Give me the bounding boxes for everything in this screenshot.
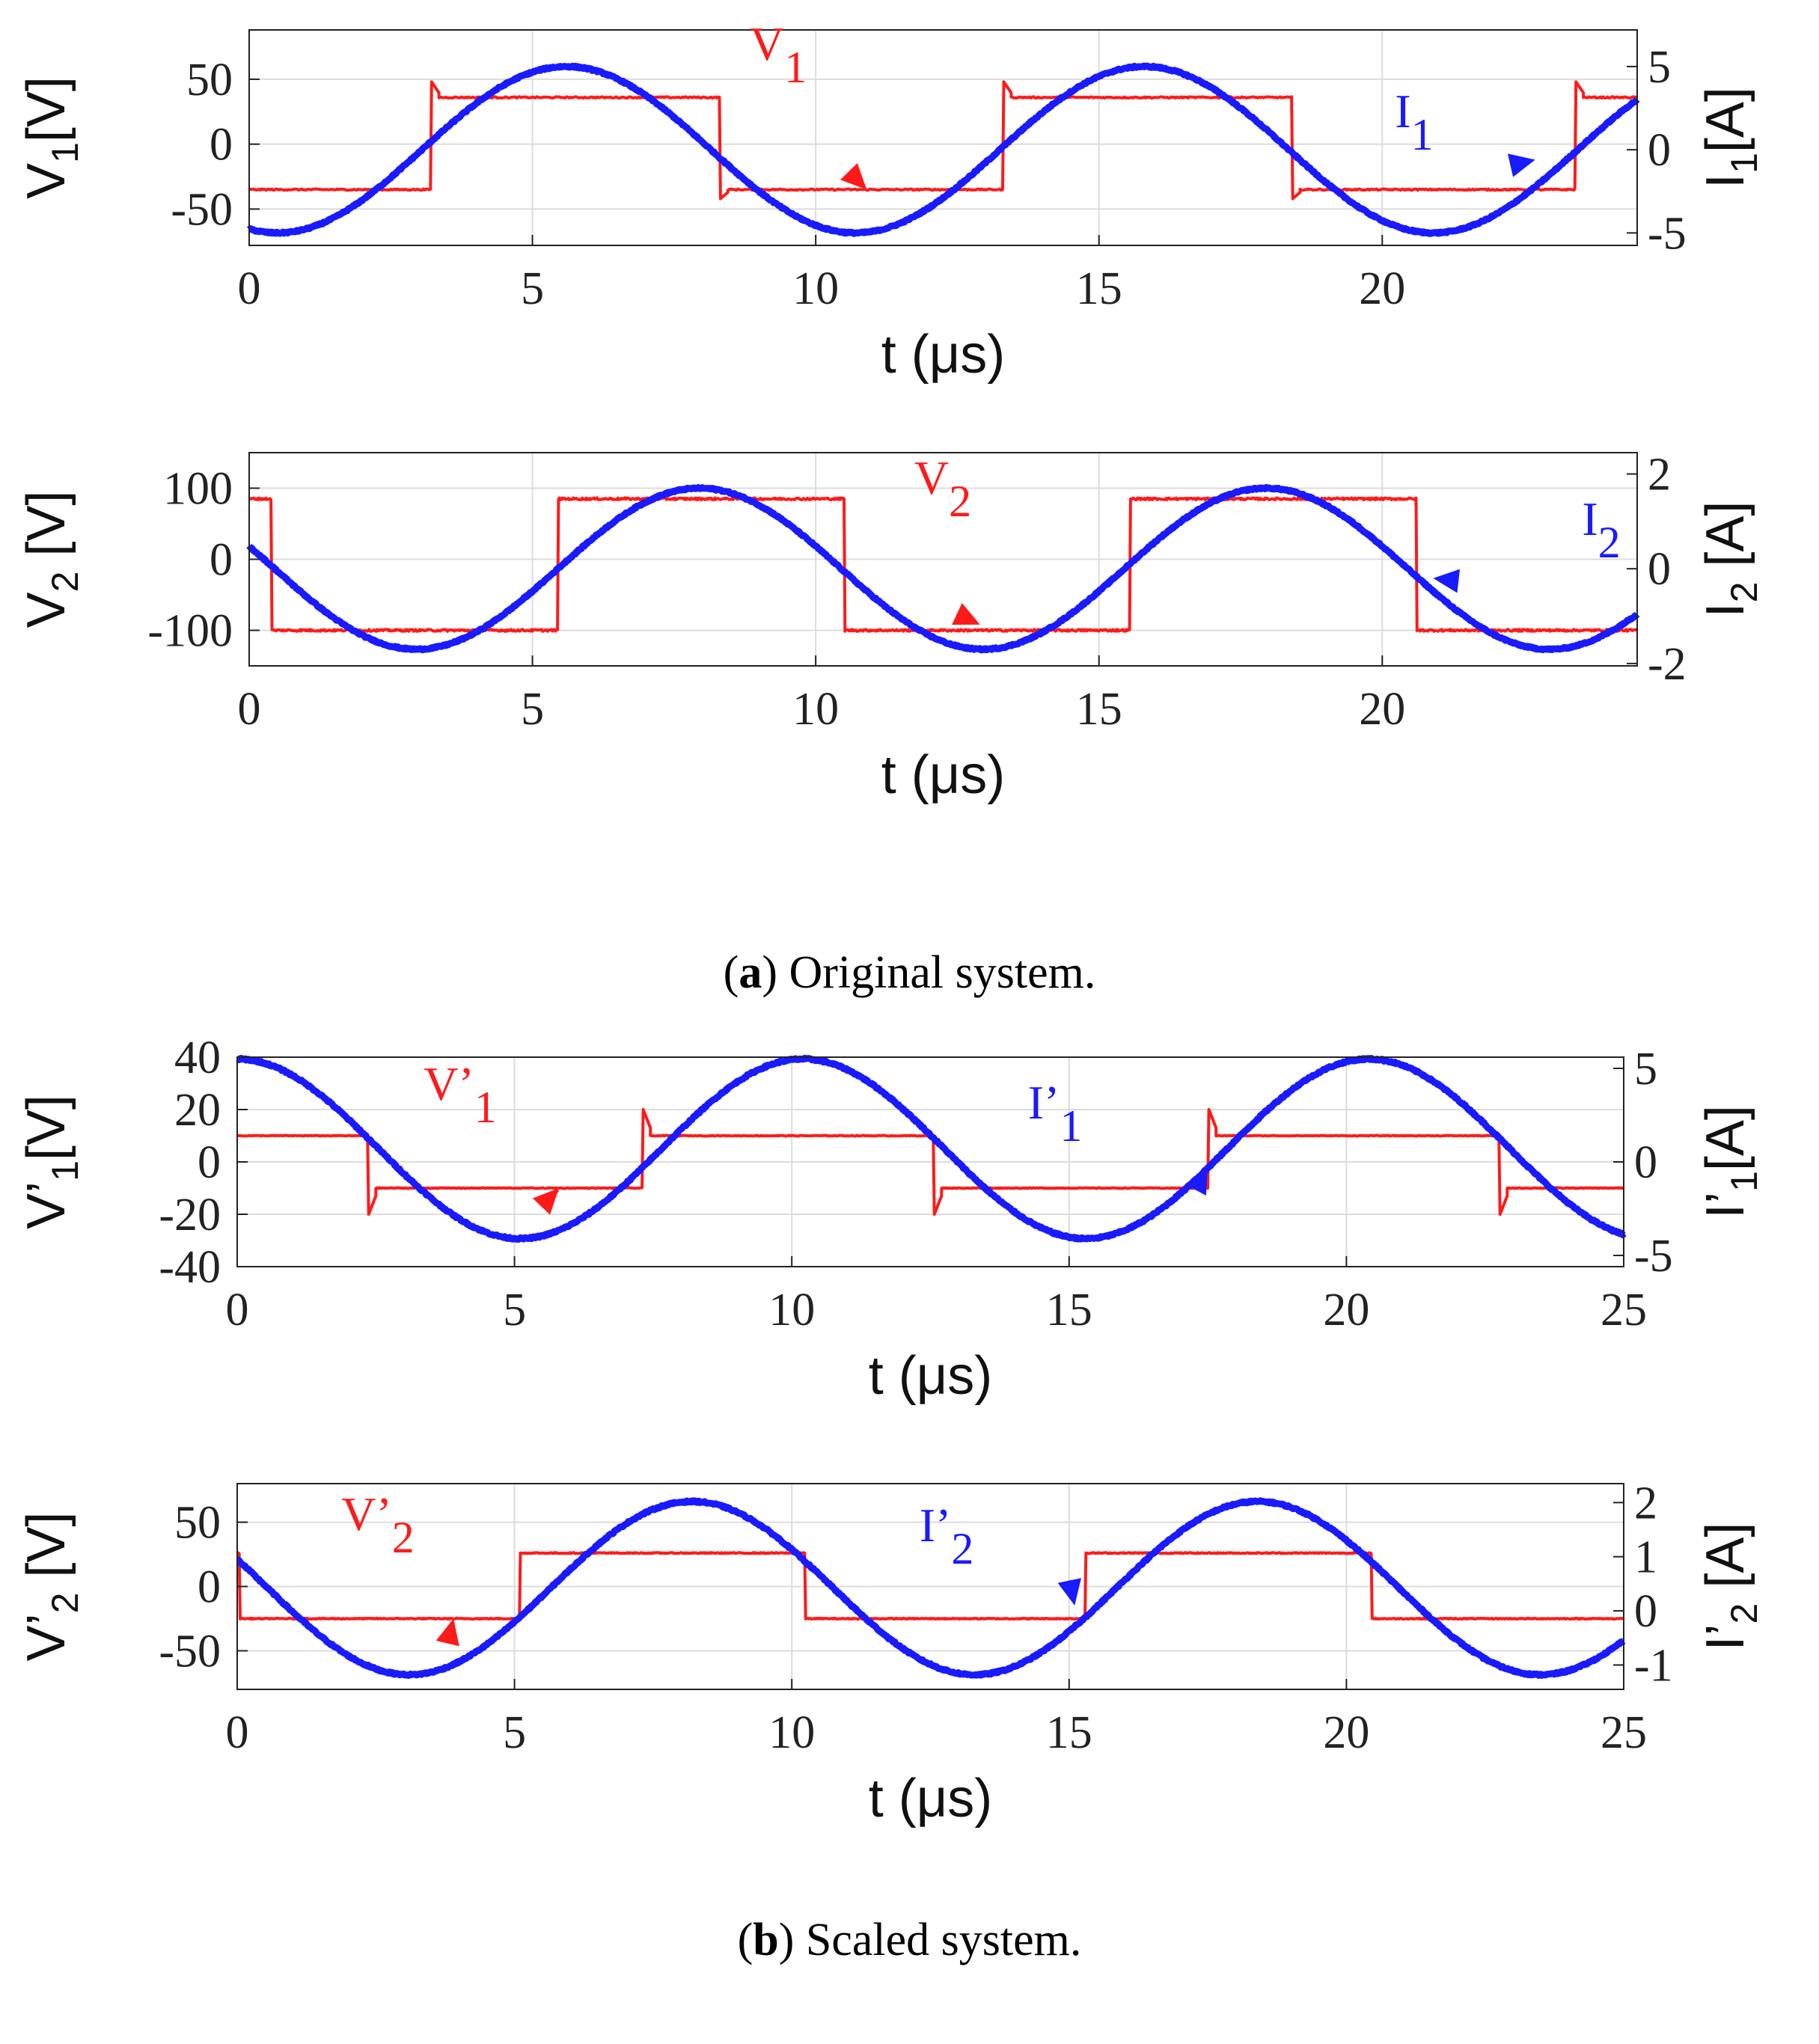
annotation-label-I1: I1 (1395, 85, 1433, 159)
annotation-arrowhead (1433, 569, 1460, 593)
x-tick-label: 5 (521, 684, 544, 735)
x-tick-label: 0 (238, 684, 261, 735)
annotation-label-I2: I2 (1582, 492, 1620, 567)
y-left-axis-label: V1[V] (16, 76, 86, 199)
series-Ip1 (234, 1054, 1627, 1243)
annotation-arrowhead (840, 162, 867, 190)
y-left-tick-label: 50 (174, 1498, 221, 1549)
annotation-label-V1: V1 (750, 17, 807, 92)
x-tick-label: 10 (768, 1707, 815, 1758)
axes-box (248, 29, 1638, 246)
caption-a-text: ) Original system. (762, 947, 1096, 998)
caption-b-text: ) Scaled system. (778, 1915, 1082, 1965)
y-right-tick-label: 2 (1634, 1478, 1657, 1529)
y-right-tick-label: 5 (1648, 42, 1671, 93)
caption-scaled-system: (b) Scaled system. (737, 1915, 1082, 1965)
y-left-axis-label: V’1[V] (16, 1095, 86, 1229)
x-tick-label: 5 (521, 263, 544, 314)
x-tick-label: 25 (1601, 1285, 1647, 1335)
y-right-tick-label: -5 (1648, 208, 1687, 259)
annotation-label-Vp1: V’1 (424, 1057, 497, 1132)
annotation-arrowhead (532, 1188, 559, 1215)
x-tick-label: 20 (1359, 263, 1405, 314)
caption-b-label: b (753, 1915, 779, 1965)
x-tick-label: 10 (792, 684, 839, 735)
x-axis-label: t (μs) (881, 745, 1005, 805)
x-tick-label: 0 (226, 1285, 249, 1335)
x-tick-label: 15 (1046, 1285, 1092, 1335)
y-right-tick-label: 1 (1634, 1532, 1657, 1583)
annotation-arrowhead (435, 1618, 459, 1647)
x-tick-label: 10 (792, 263, 839, 314)
y-right-tick-label: 0 (1634, 1137, 1657, 1188)
series-I2 (246, 484, 1640, 654)
y-left-tick-label: -20 (159, 1190, 221, 1240)
x-tick-label: 20 (1359, 684, 1405, 735)
y-left-tick-label: 0 (210, 120, 233, 171)
y-left-axis-label: V2 [V] (16, 491, 86, 628)
x-tick-label: 20 (1323, 1707, 1369, 1758)
x-tick-label: 25 (1601, 1707, 1647, 1758)
y-right-tick-label: -1 (1634, 1640, 1673, 1691)
y-left-tick-label: 0 (210, 535, 233, 586)
annotation-label-Vp2: V’2 (341, 1487, 415, 1562)
x-axis-label: t (μs) (869, 1769, 992, 1829)
x-tick-label: 5 (503, 1707, 526, 1758)
annotation-arrowhead (1508, 153, 1535, 177)
series-Vp2 (236, 1551, 1624, 1621)
annotation-label-Ip2: I’2 (920, 1499, 974, 1573)
y-left-tick-label: -40 (159, 1242, 221, 1293)
x-tick-label: 0 (226, 1707, 249, 1758)
x-tick-label: 20 (1323, 1285, 1369, 1335)
caption-original-system: (a) Original system. (723, 947, 1096, 998)
annotation-label-V2: V2 (914, 451, 971, 526)
y-right-tick-label: 5 (1634, 1044, 1657, 1095)
annotation-label-Ip1: I’1 (1028, 1076, 1083, 1151)
x-tick-label: 5 (503, 1285, 526, 1335)
y-right-axis-label: I1[A] (1696, 87, 1765, 189)
annotation-arrowhead (952, 602, 980, 625)
y-right-tick-label: 0 (1648, 544, 1671, 595)
x-tick-label: 15 (1046, 1707, 1092, 1758)
x-axis-label: t (μs) (869, 1346, 992, 1406)
y-left-axis-label: V’2 [V] (16, 1512, 86, 1662)
y-right-axis-label: I2 [A] (1696, 501, 1765, 618)
y-left-tick-label: -50 (171, 184, 233, 235)
x-tick-label: 10 (768, 1285, 815, 1335)
series-V2 (248, 496, 1639, 633)
annotation-arrowhead (1184, 1167, 1208, 1196)
y-right-tick-label: -2 (1648, 639, 1687, 690)
annotation-arrowhead (1057, 1578, 1081, 1606)
y-right-tick-label: 2 (1648, 450, 1671, 501)
series-I1 (246, 62, 1640, 237)
y-left-tick-label: 50 (186, 55, 233, 105)
x-tick-label: 15 (1076, 684, 1122, 735)
y-left-tick-label: -50 (159, 1626, 221, 1677)
y-right-tick-label: 0 (1634, 1586, 1657, 1637)
caption-a-label: a (739, 947, 762, 998)
y-right-axis-label: I’1[A] (1696, 1105, 1765, 1219)
x-tick-label: 0 (238, 263, 261, 314)
y-left-tick-label: -100 (147, 606, 233, 657)
y-right-axis-label: I’2 [A] (1696, 1523, 1765, 1651)
y-left-tick-label: 20 (174, 1085, 221, 1136)
y-right-tick-label: 0 (1648, 125, 1671, 176)
x-axis-label: t (μs) (881, 325, 1005, 385)
y-left-tick-label: 100 (163, 464, 233, 515)
y-right-tick-label: -5 (1634, 1231, 1673, 1282)
y-left-tick-label: 40 (174, 1032, 221, 1083)
series-Ip2 (234, 1497, 1627, 1679)
x-tick-label: 15 (1076, 263, 1122, 314)
y-left-tick-label: 0 (198, 1137, 221, 1188)
y-left-tick-label: 0 (198, 1562, 221, 1613)
